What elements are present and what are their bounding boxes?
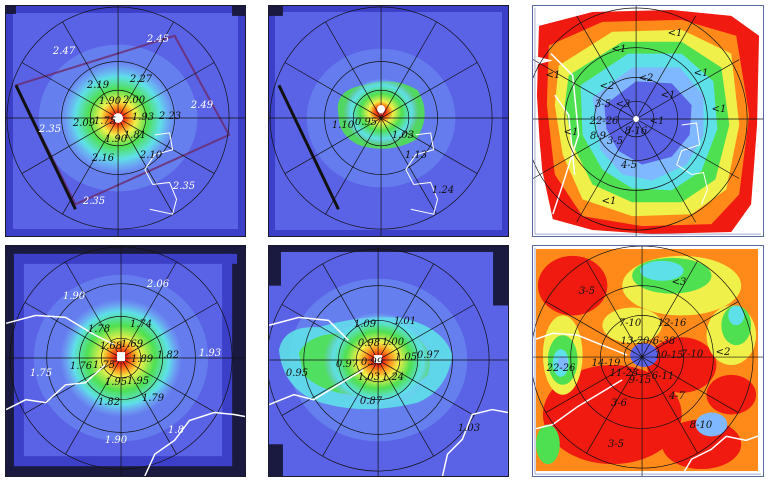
panel-top-middle: 1.10 0.95 1.03 1.13 1.24 [268, 5, 509, 237]
panel-top-right: <1 <1 <1 <1 <2 <2 <1 3-5 <3 22-26 8-16 8… [532, 5, 764, 237]
panel-top-middle-map [269, 6, 508, 236]
panel-bottom-left-map [6, 246, 245, 476]
panel-bottom-left: 1.90 2.06 1.78 1.74 1.68 1.69 1.89 1.82 … [5, 245, 246, 477]
panel-bottom-middle: 1.09 1.01 0.98 1.00 1.05 0.97 0.95 0.97 … [268, 245, 509, 477]
panel-top-right-map [533, 6, 763, 236]
panel-top-left-map [6, 6, 245, 236]
panel-bottom-right-map [533, 246, 763, 476]
panel-bottom-middle-map [269, 246, 508, 476]
panel-top-left: 2.47 2.45 2.49 2.35 2.35 2.35 2.19 2.27 … [5, 5, 246, 237]
panel-bottom-right: 3-5 <3 7-10 12-16 13-20 6-38 10-15 7-10 … [532, 245, 764, 477]
